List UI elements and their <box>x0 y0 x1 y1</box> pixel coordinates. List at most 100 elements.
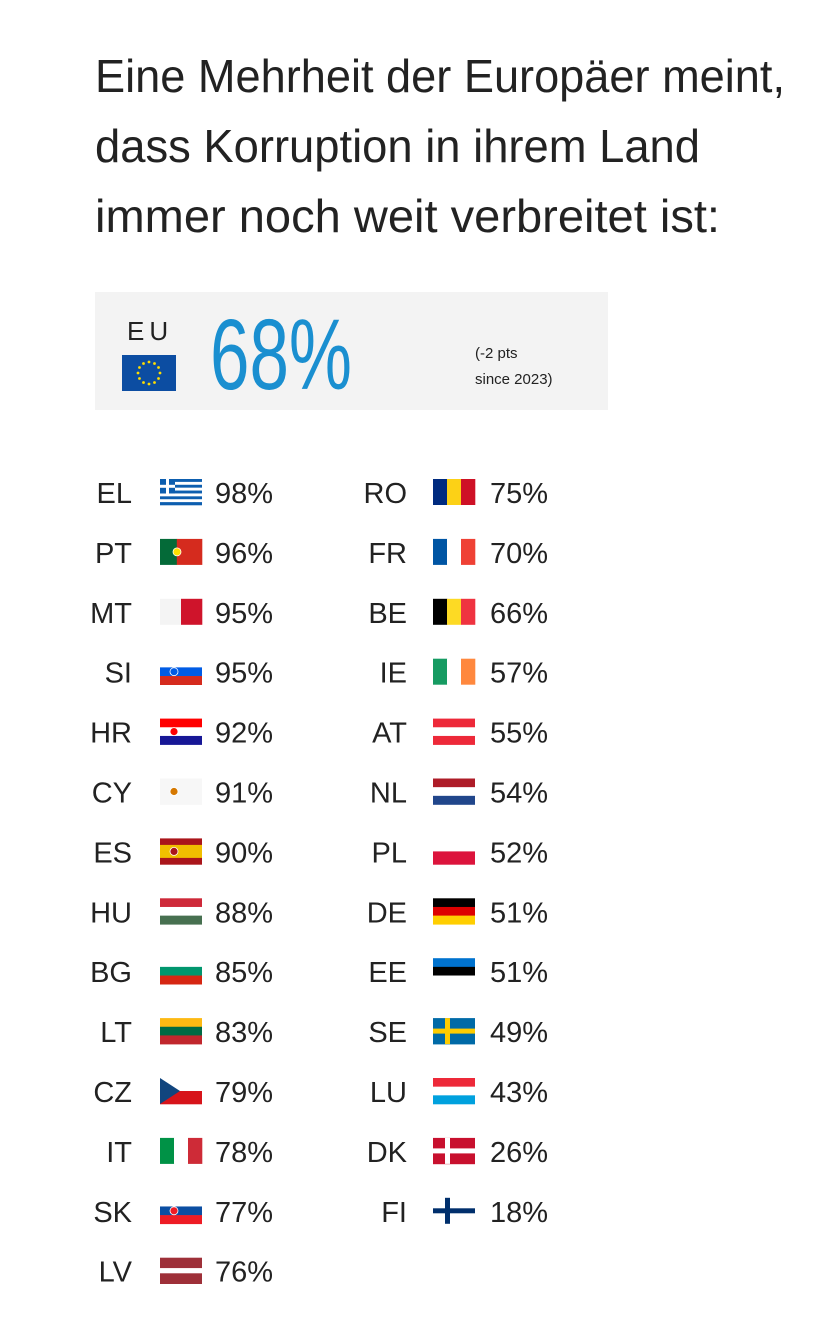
country-value: 92% <box>215 718 273 750</box>
flag <box>160 538 203 565</box>
country-row: LV 76% <box>99 1257 273 1289</box>
country-value: 95% <box>215 658 273 690</box>
country-value: 85% <box>215 957 273 989</box>
country-row: PT 96% <box>95 538 273 570</box>
country-value: 91% <box>215 778 273 810</box>
flag <box>433 598 476 625</box>
country-row: SE 49% <box>368 1017 548 1049</box>
eu-label: EU <box>127 316 173 346</box>
country-code: BG <box>90 957 132 989</box>
country-row: EE 51% <box>368 957 548 989</box>
country-row: RO 75% <box>364 478 549 510</box>
flag <box>433 1018 475 1045</box>
flag <box>433 479 476 505</box>
country-row: IE 57% <box>380 658 548 690</box>
country-row: DE 51% <box>367 897 548 929</box>
country-value: 52% <box>490 837 548 869</box>
country-code: SE <box>368 1017 407 1049</box>
country-value: 78% <box>215 1137 273 1169</box>
country-code: PT <box>95 538 132 570</box>
country-row: LU 43% <box>370 1077 548 1109</box>
country-row: EL 98% <box>97 478 274 510</box>
flag <box>160 1078 202 1105</box>
flag <box>433 718 475 745</box>
title-line: dass Korruption in ihrem Land <box>95 120 700 172</box>
flag <box>160 778 202 805</box>
eu-note: (-2 pts <box>475 345 518 362</box>
country-code: DE <box>367 897 407 929</box>
country-value: 49% <box>490 1017 548 1049</box>
country-value: 96% <box>215 538 273 570</box>
country-value: 18% <box>490 1197 548 1229</box>
country-row: HU 88% <box>90 897 273 929</box>
country-row: AT 55% <box>372 718 548 750</box>
country-code: LU <box>370 1077 407 1109</box>
flag <box>433 1078 475 1105</box>
country-value: 77% <box>215 1197 273 1229</box>
eu-note: since 2023) <box>475 371 553 388</box>
flag <box>160 718 202 745</box>
flag <box>160 479 202 506</box>
country-value: 83% <box>215 1017 273 1049</box>
country-code: EL <box>97 478 132 510</box>
country-row: IT 78% <box>106 1137 273 1169</box>
flag <box>160 598 203 625</box>
country-value: 88% <box>215 897 273 929</box>
country-row: BE 66% <box>368 598 548 630</box>
country-code: LV <box>99 1257 133 1289</box>
flag <box>433 958 475 985</box>
country-value: 75% <box>490 478 548 510</box>
eu-box <box>95 292 608 410</box>
title-line: Eine Mehrheit der Europäer meint, <box>95 50 785 102</box>
country-code: PL <box>372 837 407 869</box>
flag <box>433 898 475 925</box>
country-row: MT 95% <box>90 598 273 630</box>
country-row: BG 85% <box>90 957 273 989</box>
country-code: IE <box>380 658 407 690</box>
flag <box>433 658 476 685</box>
country-value: 26% <box>490 1137 548 1169</box>
country-value: 43% <box>490 1077 548 1109</box>
flag <box>160 1257 202 1284</box>
flag <box>160 898 202 925</box>
country-code: LT <box>100 1017 132 1049</box>
country-row: LT 83% <box>100 1017 273 1049</box>
country-code: IT <box>106 1137 132 1169</box>
country-row: CY 91% <box>92 778 273 810</box>
country-row: CZ 79% <box>93 1077 273 1109</box>
flag <box>433 1197 475 1225</box>
country-row: HR 92% <box>90 718 273 750</box>
eu-flag <box>122 355 176 391</box>
country-value: 98% <box>215 478 273 510</box>
country-code: ES <box>93 837 132 869</box>
country-code: MT <box>90 598 132 630</box>
country-code: NL <box>370 778 407 810</box>
country-code: HU <box>90 897 132 929</box>
country-value: 57% <box>490 658 548 690</box>
country-code: FI <box>381 1197 407 1229</box>
country-code: FR <box>368 538 407 570</box>
country-row: DK 26% <box>367 1137 548 1169</box>
country-row: SI 95% <box>105 658 273 690</box>
title-line: immer noch weit verbreitet ist: <box>95 190 720 242</box>
flag <box>433 778 475 805</box>
country-code: CY <box>92 778 132 810</box>
country-value: 79% <box>215 1077 273 1109</box>
country-code: HR <box>90 718 132 750</box>
country-value: 66% <box>490 598 548 630</box>
flag <box>160 958 202 985</box>
eu-value: 68% <box>210 299 352 411</box>
country-value: 51% <box>490 897 548 929</box>
country-row: FR 70% <box>368 538 548 570</box>
country-value: 95% <box>215 598 273 630</box>
country-code: SK <box>93 1197 132 1229</box>
flag <box>160 1137 203 1164</box>
country-value: 54% <box>490 778 548 810</box>
flag <box>160 838 202 865</box>
country-row: FI 18% <box>381 1197 548 1229</box>
country-row: PL 52% <box>372 837 549 869</box>
country-value: 76% <box>215 1257 273 1289</box>
